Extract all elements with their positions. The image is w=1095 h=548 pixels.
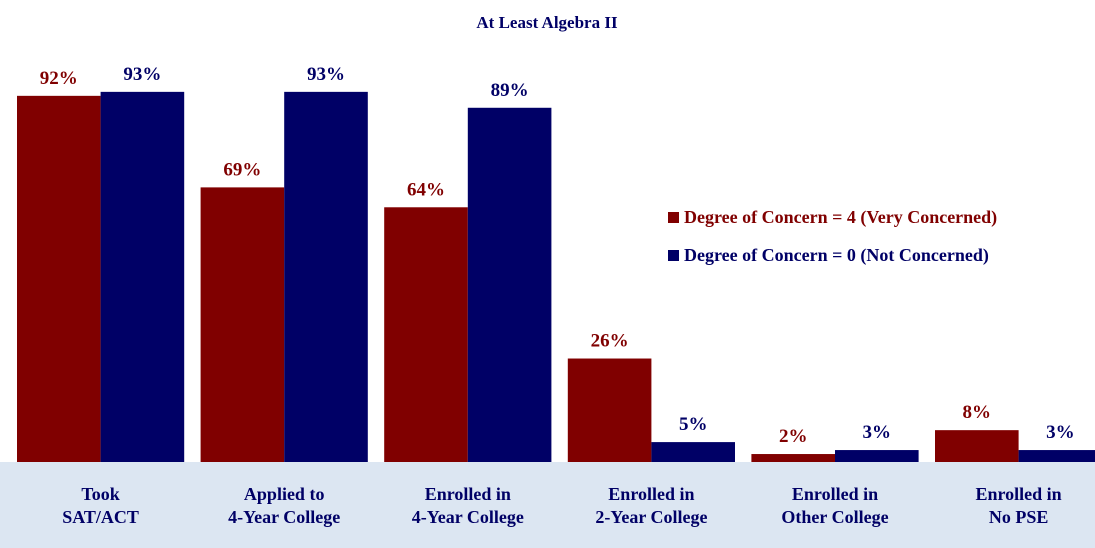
- value-label: 89%: [491, 80, 529, 101]
- x-tick-label-line: No PSE: [989, 507, 1049, 527]
- bar: [100, 91, 185, 463]
- x-tick-label-line: Enrolled in: [608, 484, 694, 504]
- x-tick-label-line: 4-Year College: [228, 507, 340, 527]
- x-tick-label: Enrolled in 4-Year College: [412, 484, 524, 527]
- legend-label: Degree of Concern = 4 (Very Concerned): [684, 207, 997, 228]
- legend-swatch: [668, 250, 679, 261]
- value-label: 3%: [1046, 422, 1075, 443]
- value-label: 93%: [307, 64, 345, 85]
- bar: [467, 107, 552, 462]
- bar: [1018, 450, 1095, 462]
- x-tick-label: Enrolled in 2-Year College: [595, 484, 707, 527]
- x-tick-label-line: Applied to: [244, 484, 325, 504]
- bar: [751, 454, 835, 462]
- value-label: 2%: [779, 426, 808, 447]
- value-label: 8%: [963, 402, 992, 423]
- bar: [935, 430, 1019, 462]
- bar: [567, 358, 652, 462]
- value-label: 64%: [407, 179, 445, 200]
- x-tick-label-line: Enrolled in: [792, 484, 878, 504]
- legend-label: Degree of Concern = 0 (Not Concerned): [684, 245, 989, 266]
- x-tick-label-line: Enrolled in: [975, 484, 1061, 504]
- bar: [835, 450, 919, 462]
- bar: [17, 95, 101, 462]
- value-label: 5%: [679, 414, 708, 435]
- x-tick-label-line: Took: [81, 484, 119, 504]
- x-tick-label-line: SAT/ACT: [62, 507, 139, 527]
- x-tick-label-line: Other College: [781, 507, 888, 527]
- x-tick-label: Took SAT/ACT: [62, 484, 139, 527]
- value-label: 69%: [223, 159, 261, 180]
- x-tick-label: Enrolled in No PSE: [975, 484, 1061, 527]
- value-label: 92%: [40, 68, 78, 89]
- x-tick-label-line: 2-Year College: [595, 507, 707, 527]
- value-label: 93%: [123, 64, 161, 85]
- category-band: [0, 462, 1095, 548]
- x-tick-label-line: 4-Year College: [412, 507, 524, 527]
- x-tick-label: Enrolled in Other College: [781, 484, 888, 527]
- legend-swatch: [668, 212, 679, 223]
- bar: [284, 91, 368, 463]
- bar: [651, 442, 735, 462]
- bar: [384, 207, 468, 462]
- chart-title: At Least Algebra II: [476, 13, 618, 32]
- x-tick-label-line: Enrolled in: [425, 484, 511, 504]
- bar: [200, 187, 285, 462]
- value-label: 3%: [863, 422, 892, 443]
- value-label: 26%: [591, 331, 629, 352]
- x-tick-label: Applied to 4-Year College: [228, 484, 340, 527]
